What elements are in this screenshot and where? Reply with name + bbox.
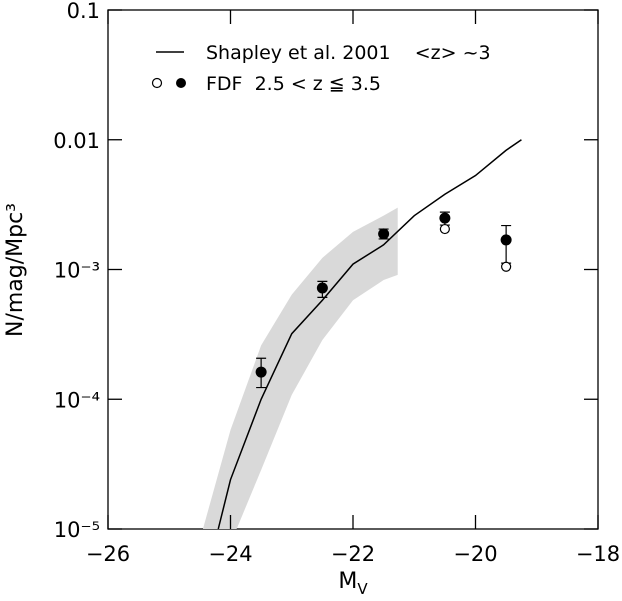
y-tick-label: 10⁻⁴ [54,388,100,412]
data-point [255,366,267,378]
open-point [439,223,450,235]
x-tick-label: −20 [453,542,497,566]
legend-label: FDF 2.5 < z ≦ 3.5 [206,73,381,95]
legend-label: Shapley et al. 2001 <z> ~3 [206,42,491,64]
data-point [439,212,451,224]
y-tick-label: 10⁻⁵ [54,518,100,542]
x-axis-label: MV [338,569,368,597]
y-tick-label: 10⁻³ [54,259,100,283]
x-label-sub: V [357,580,368,597]
model-line [217,139,522,530]
open-point [501,261,512,272]
x-tick-label: −22 [331,542,375,566]
x-tick-label: −24 [208,542,252,566]
uncertainty-band [202,207,398,530]
x-tick-label: −26 [86,542,130,566]
y-axis-label: N/mag/Mpc³ [3,203,28,337]
x-label-main: M [338,569,357,594]
data-point [378,228,390,240]
y-tick-label: 0.01 [53,129,100,153]
y-tick-label: 0.1 [67,0,100,23]
x-tick-label: −18 [576,542,620,566]
data-point [316,282,328,294]
legend-open-marker [151,77,163,89]
data-point [500,234,512,246]
legend-filled-marker [176,78,186,88]
